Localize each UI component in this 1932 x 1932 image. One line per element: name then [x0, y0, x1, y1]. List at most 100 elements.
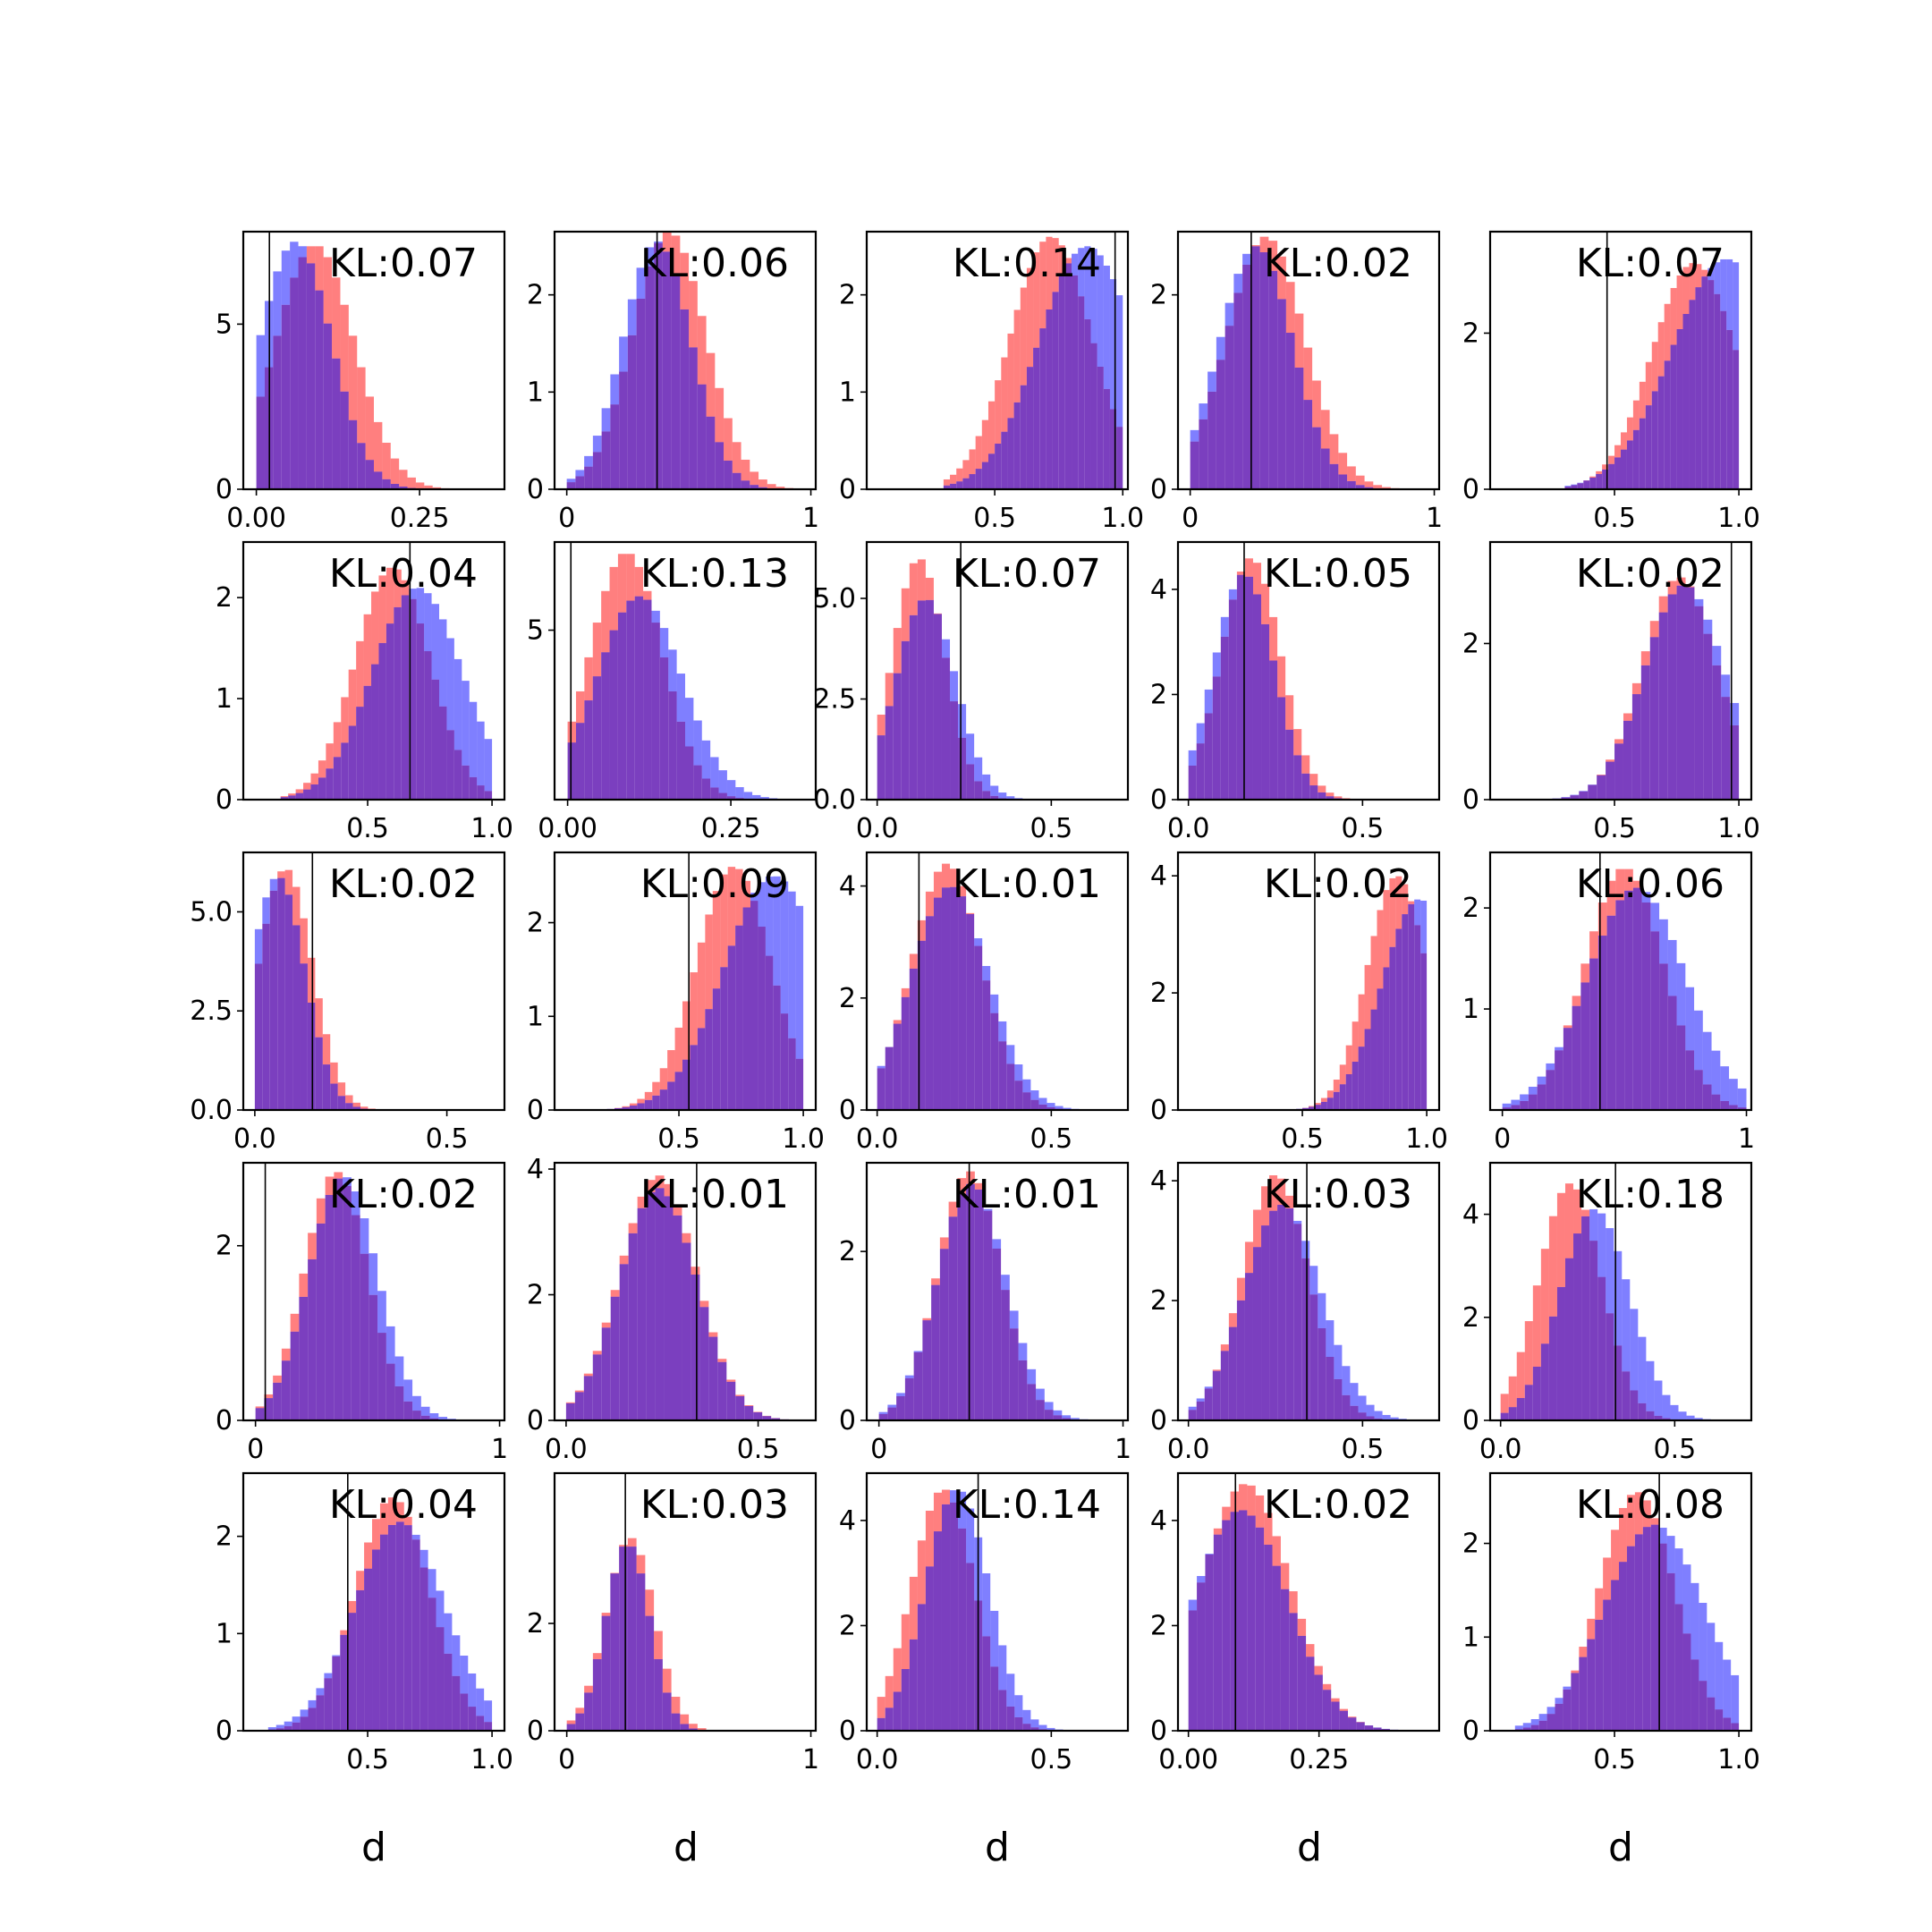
overlap-bar [1546, 1714, 1555, 1731]
red-bar [1701, 269, 1708, 277]
blue-bar [1420, 900, 1428, 953]
blue-bar [1654, 1380, 1663, 1416]
overlap-bar [992, 1248, 1002, 1420]
overlap-bar [254, 963, 263, 1110]
blue-bar [1022, 1079, 1031, 1093]
overlap-bar [1269, 660, 1278, 800]
blue-bar [273, 271, 282, 336]
histogram-bars [1514, 1492, 1740, 1731]
overlap-bar [629, 1106, 638, 1110]
overlap-bar [610, 404, 620, 489]
xtick-label: 1.0 [1717, 503, 1760, 534]
blue-bar [1682, 1564, 1691, 1634]
red-bar [1236, 1277, 1245, 1301]
blue-bar [1204, 689, 1213, 714]
overlap-bar [741, 480, 750, 489]
blue-bar [982, 965, 991, 981]
xtick-label: 1.0 [1717, 1744, 1760, 1775]
overlap-bar [428, 1597, 436, 1731]
red-bar [917, 559, 926, 601]
overlap-bar [371, 664, 379, 800]
red-bar [277, 871, 285, 878]
blue-bar [1188, 1599, 1198, 1611]
red-bar [690, 972, 698, 1046]
overlap-bar [1664, 360, 1671, 489]
overlap-bar [957, 1193, 967, 1420]
blue-bar [1053, 1410, 1063, 1416]
overlap-bar [1339, 1084, 1346, 1110]
blue-bar [1658, 1528, 1667, 1544]
blue-bar [386, 1326, 395, 1364]
overlap-bar [1640, 665, 1650, 800]
blue-bar [1366, 1404, 1375, 1417]
xtick-label: 0.5 [1030, 813, 1072, 844]
red-bar [1230, 1491, 1239, 1513]
overlap-bar [689, 1728, 698, 1731]
red-bar [1516, 1352, 1525, 1399]
red-bar [1634, 1492, 1643, 1535]
overlap-bar [1420, 953, 1428, 1110]
overlap-bar [950, 1502, 959, 1731]
overlap-bar [1707, 280, 1715, 489]
overlap-bar [1571, 1673, 1580, 1731]
overlap-bar [1250, 246, 1260, 489]
overlap-bar [878, 1413, 888, 1420]
red-bar [667, 1050, 675, 1082]
overlap-bar [1318, 792, 1326, 800]
overlap-bar [340, 391, 349, 489]
red-bar [310, 773, 318, 785]
overlap-bar [1001, 1290, 1010, 1420]
red-bar [399, 470, 408, 487]
overlap-bar [484, 1722, 493, 1731]
red-bar [374, 421, 383, 472]
blue-bar [966, 1508, 975, 1563]
blue-bar [1528, 1087, 1538, 1095]
red-bar [931, 1278, 940, 1285]
red-bar [1645, 361, 1652, 406]
axes-frame [1176, 851, 1441, 1112]
blue-bar [1690, 1582, 1699, 1660]
overlap-bar [655, 1188, 665, 1420]
overlap-bar [750, 901, 758, 1110]
overlap-bar [1414, 925, 1421, 1110]
overlap-bar [1014, 1716, 1023, 1731]
red-bar [1563, 1025, 1572, 1029]
overlap-bar [1347, 480, 1356, 489]
red-bar [1314, 1103, 1321, 1106]
red-bar [626, 554, 635, 601]
overlap-bar [1540, 1343, 1549, 1420]
red-bar [1244, 558, 1253, 577]
subplot-4-4: 0 2 4 0.0 0.5 KL:0.03 [1150, 1161, 1441, 1465]
blue-bar [269, 878, 278, 891]
red-bar [671, 1697, 681, 1714]
overlap-bar [1723, 1717, 1732, 1731]
blue-bar [275, 1724, 284, 1729]
xtick-label: 0.5 [346, 813, 389, 844]
overlap-bar [333, 757, 342, 800]
overlap-bar [913, 1352, 923, 1420]
red-bar [1064, 258, 1072, 264]
red-bar [575, 691, 585, 724]
xtick-label: 0.25 [701, 813, 761, 844]
ytick-label: 0 [527, 1716, 544, 1747]
ytick-label: 5 [527, 615, 544, 647]
overlap-bar [762, 1416, 772, 1420]
blue-bar [369, 1253, 378, 1295]
overlap-bar [676, 721, 685, 800]
overlap-bar [1309, 1106, 1315, 1110]
xlabel-col-1: d [361, 1825, 386, 1870]
blue-bar [1044, 1402, 1054, 1411]
overlap-bar [356, 707, 364, 800]
blue-bar [1224, 302, 1234, 326]
kl-label: KL:0.01 [640, 1172, 789, 1217]
blue-bar [1555, 1698, 1563, 1704]
overlap-bar [685, 746, 694, 800]
overlap-bar [1630, 1390, 1639, 1420]
blue-bar [1666, 1536, 1675, 1573]
blue-bar [1659, 919, 1668, 964]
overlap-bar [1408, 903, 1415, 1110]
overlap-bar [671, 1713, 681, 1731]
blue-bar [877, 1065, 886, 1069]
blue-bar [343, 1177, 352, 1186]
overlap-bar [668, 691, 677, 800]
